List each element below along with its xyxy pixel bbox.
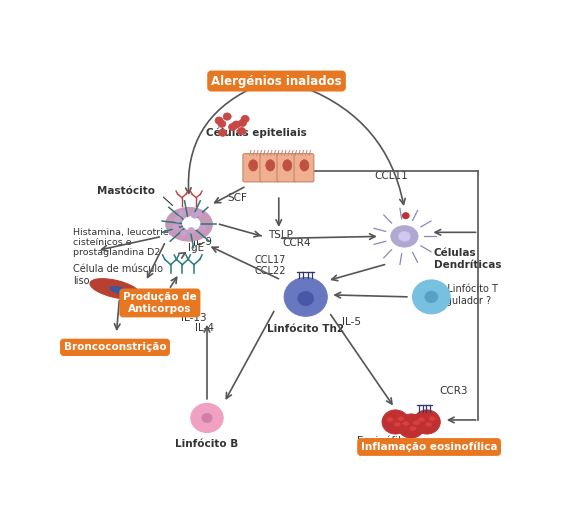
Ellipse shape (266, 160, 275, 171)
Text: CCR4: CCR4 (283, 238, 311, 248)
Text: Eosinófilo: Eosinófilo (357, 436, 407, 446)
Circle shape (219, 129, 227, 136)
Text: CCR3: CCR3 (439, 386, 468, 396)
Circle shape (223, 113, 231, 120)
Text: IgE: IgE (188, 244, 204, 254)
FancyBboxPatch shape (277, 154, 297, 182)
Ellipse shape (398, 417, 404, 421)
Circle shape (412, 280, 450, 314)
Circle shape (218, 120, 226, 127)
Ellipse shape (166, 208, 212, 241)
Circle shape (191, 212, 197, 219)
Text: Alergénios inalados: Alergénios inalados (211, 74, 342, 88)
Text: IL-13: IL-13 (181, 313, 207, 323)
Text: TSLP: TSLP (267, 230, 292, 240)
Text: Inflamação eosinofílica: Inflamação eosinofílica (361, 442, 497, 452)
Text: IL-9: IL-9 (193, 237, 212, 247)
Ellipse shape (429, 417, 435, 421)
Text: IL-4: IL-4 (195, 323, 214, 333)
Ellipse shape (398, 232, 411, 242)
Circle shape (196, 211, 202, 217)
Text: Produção de
Anticorpos: Produção de Anticorpos (123, 292, 197, 314)
Text: Células
Dendríticas: Células Dendríticas (434, 248, 501, 270)
Text: Célula de músculo
liso: Célula de músculo liso (74, 264, 163, 286)
Text: Linfócito B: Linfócito B (175, 439, 239, 449)
Text: SCF: SCF (227, 193, 247, 203)
FancyBboxPatch shape (294, 154, 314, 182)
Ellipse shape (182, 216, 200, 230)
Circle shape (241, 115, 249, 123)
Ellipse shape (426, 422, 432, 427)
Text: Broncoconstrição: Broncoconstrição (64, 342, 166, 352)
FancyBboxPatch shape (260, 154, 280, 182)
Ellipse shape (283, 160, 292, 171)
Circle shape (402, 213, 409, 219)
Circle shape (174, 216, 181, 222)
Circle shape (173, 225, 179, 231)
Text: CCL11: CCL11 (374, 171, 408, 181)
Circle shape (382, 410, 409, 434)
Text: ↓ Linfócito T
regulador ?: ↓ Linfócito T regulador ? (436, 284, 498, 305)
Ellipse shape (394, 422, 401, 427)
Circle shape (229, 124, 237, 130)
Circle shape (178, 210, 185, 216)
Ellipse shape (391, 226, 418, 247)
Circle shape (191, 403, 223, 432)
Circle shape (284, 278, 327, 316)
Text: Células epiteliais: Células epiteliais (206, 127, 307, 137)
Ellipse shape (300, 160, 309, 171)
Text: Histamina, leucotrienos
cisteínicos e
prostaglandina D2: Histamina, leucotrienos cisteínicos e pr… (74, 227, 186, 257)
Ellipse shape (419, 418, 424, 422)
Ellipse shape (249, 160, 258, 171)
Circle shape (215, 117, 223, 124)
Text: CCL17
CCL22: CCL17 CCL22 (254, 255, 285, 276)
FancyBboxPatch shape (243, 154, 263, 182)
Ellipse shape (298, 291, 314, 306)
Ellipse shape (413, 421, 420, 425)
Text: IL-5: IL-5 (342, 317, 361, 327)
Circle shape (398, 414, 424, 438)
Circle shape (188, 227, 195, 233)
Ellipse shape (402, 422, 409, 425)
Ellipse shape (90, 279, 140, 299)
Circle shape (199, 225, 206, 231)
Text: Linfócito Th2: Linfócito Th2 (267, 324, 345, 334)
Ellipse shape (201, 413, 212, 423)
Circle shape (413, 410, 441, 434)
Circle shape (232, 121, 240, 128)
Ellipse shape (425, 291, 438, 303)
Circle shape (181, 230, 187, 236)
Circle shape (237, 127, 245, 135)
Circle shape (239, 119, 247, 127)
Ellipse shape (410, 427, 416, 430)
Ellipse shape (109, 287, 131, 294)
Text: Mastócito: Mastócito (97, 186, 155, 196)
Ellipse shape (387, 418, 393, 422)
